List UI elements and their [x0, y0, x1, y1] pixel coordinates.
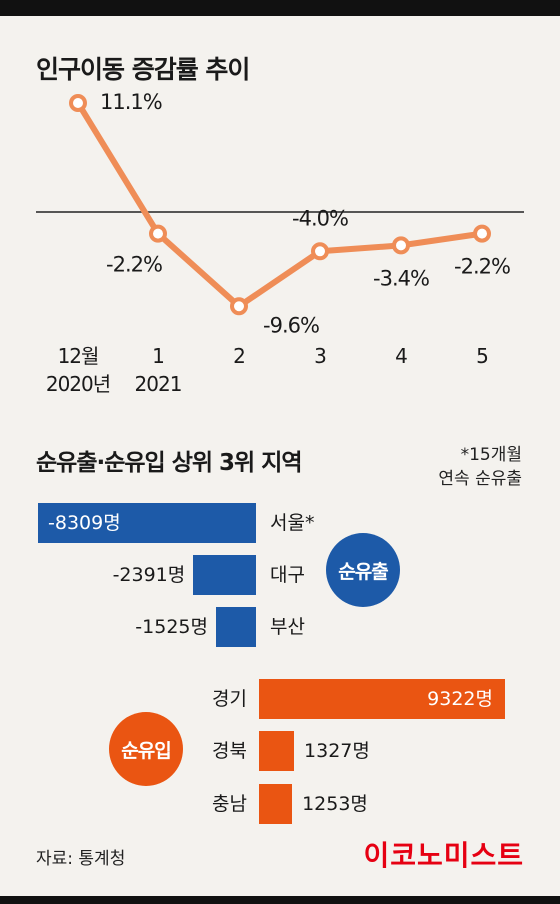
data-point — [311, 242, 329, 261]
data-label: -4.0% — [292, 206, 348, 230]
x-tick-label: 12월 — [58, 344, 99, 368]
inflow-bar — [259, 731, 295, 771]
data-point — [149, 224, 167, 243]
series-line — [75, 101, 483, 310]
inflow-badge: 순유입 — [109, 712, 183, 786]
data-point — [473, 224, 491, 243]
data-point — [392, 236, 410, 255]
top-border — [0, 0, 560, 16]
outflow-value-label: -1525명 — [135, 616, 208, 638]
data-point — [69, 94, 87, 112]
data-label: 11.1% — [100, 90, 162, 114]
data-label: -9.6% — [263, 313, 319, 337]
outflow-region-label: 부산 — [270, 616, 305, 638]
footnote-line-1: *15개월 — [460, 445, 522, 465]
bottom-border — [0, 896, 560, 904]
outflow-bar — [38, 503, 256, 543]
line-chart: 11.1% -2.2% -9.6% -4.0% -3.4% -2.2% 12월 2020년 1 2… — [36, 90, 524, 396]
inflow-value-label: 9322명 — [427, 688, 493, 710]
x-tick-label: 4 — [395, 344, 407, 368]
outflow-value-label: -2391명 — [112, 564, 186, 586]
source-text: 자료: 통계청 — [36, 849, 126, 869]
bar-chart-title: 순유출·순유입 상위 3위 지역 — [36, 450, 303, 476]
inflow-bar — [259, 679, 505, 719]
data-point — [230, 297, 248, 316]
data-label: -2.2% — [106, 253, 162, 277]
line-chart-title: 인구이동 증감률 추이 — [36, 55, 250, 84]
footnote-line-2: 연속 순유출 — [438, 469, 522, 489]
inflow-value-label: 1253명 — [302, 793, 368, 815]
outflow-value-label: -8309명 — [48, 512, 121, 534]
data-label: -3.4% — [373, 266, 429, 290]
outflow-badge: 순유출 — [326, 533, 400, 607]
footnote: *15개월 연속 순유출 — [438, 443, 522, 491]
inflow-value-label: 1327명 — [304, 740, 370, 762]
x-tick-label: 1 — [152, 344, 164, 368]
outflow-bar — [193, 555, 256, 595]
x-tick-label: 5 — [476, 344, 488, 368]
data-label: -2.2% — [454, 255, 510, 279]
outflow-region-label: 대구 — [270, 564, 305, 586]
x-tick-label: 2 — [233, 344, 245, 368]
x-tick-label: 3 — [314, 344, 326, 368]
outflow-region-label: 서울* — [270, 512, 315, 534]
brand-logo: 이코노미스트 — [363, 839, 524, 872]
outflow-bar — [215, 607, 256, 647]
inflow-bar — [259, 784, 293, 824]
inflow-region-label: 충남 — [212, 793, 247, 815]
x-tick-label: 2021 — [135, 372, 182, 396]
inflow-region-label: 경기 — [212, 688, 247, 710]
inflow-region-label: 경북 — [212, 740, 247, 762]
x-tick-label: 2020년 — [46, 372, 110, 396]
